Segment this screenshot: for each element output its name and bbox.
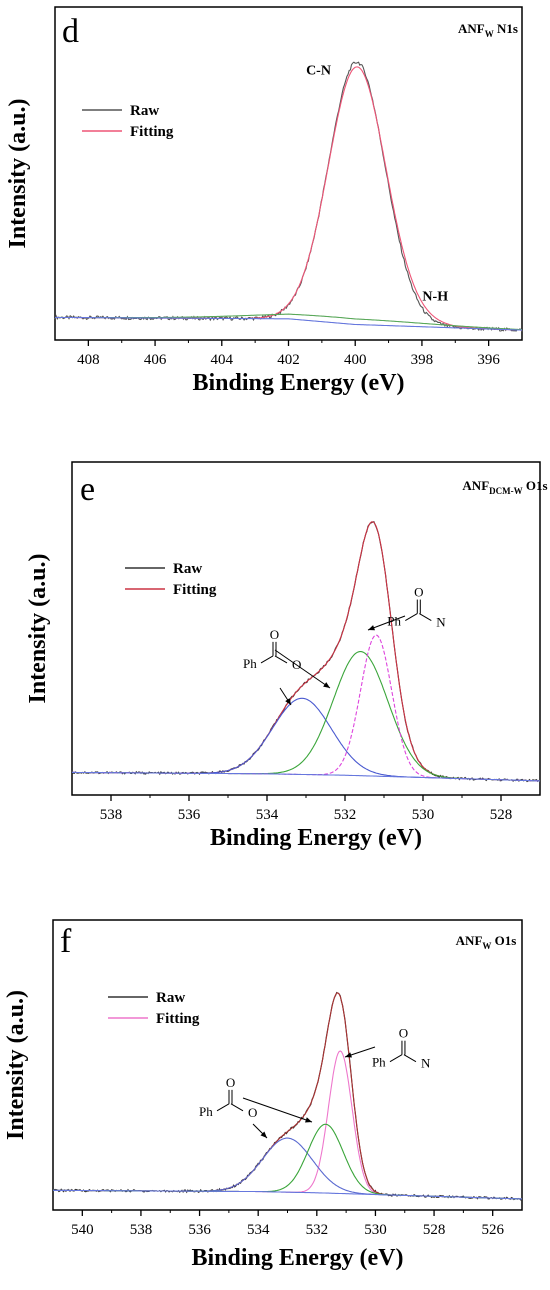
- chart-panel-e: 538 536 534 532 530 528 Binding Energy (eV) Int…: [25, 461, 548, 851]
- annotation-arrows: [242, 615, 406, 1139]
- x-tick-label: 530: [412, 807, 435, 823]
- arrow-head: [285, 698, 291, 705]
- y-axis-label: Intensity (a.u.): [3, 990, 29, 1140]
- chem-oxygen: O: [270, 627, 279, 642]
- legend-label: Fitting: [156, 1011, 200, 1027]
- series-line-component-4: [72, 634, 540, 782]
- series-line-raw: [71, 521, 541, 783]
- x-tick-label: 528: [423, 1222, 446, 1238]
- chem-bond: [216, 1103, 230, 1112]
- x-tick-label: 404: [211, 352, 234, 368]
- chem-ph-label: Ph: [199, 1104, 213, 1119]
- legend-label: Raw: [173, 561, 202, 577]
- chem-atom-label: N: [421, 1056, 431, 1071]
- chem-bond: [405, 613, 418, 621]
- chem-bond: [403, 1054, 417, 1063]
- plot-frame: [71, 461, 541, 796]
- peak-annotation: C-N: [306, 64, 331, 79]
- series-line-fitting: [55, 66, 522, 331]
- series-line-component-4: [53, 1123, 522, 1200]
- chem-ph-label: Ph: [387, 614, 401, 629]
- arrow-head: [305, 1117, 312, 1123]
- x-tick-label: 538: [130, 1222, 153, 1238]
- x-tick-label: 528: [490, 807, 513, 823]
- series-line-raw: [54, 61, 523, 332]
- chem-structure-n: Ph ON: [387, 585, 446, 630]
- annotation-arrow: [242, 1097, 313, 1123]
- x-tick-label: 402: [277, 352, 300, 368]
- x-tick-label: 532: [334, 807, 357, 823]
- chem-bond: [260, 655, 274, 664]
- series-line-component-3: [53, 1137, 522, 1200]
- series-line-fitting: [72, 521, 540, 782]
- x-axis-label: Binding Energy (eV): [191, 1245, 403, 1271]
- legend-label: Fitting: [130, 124, 174, 140]
- annotation-arrow: [367, 615, 406, 631]
- x-tick-label: 536: [188, 1222, 211, 1238]
- x-tick-label: 406: [144, 352, 167, 368]
- chem-oxygen: O: [414, 585, 423, 600]
- series-line-raw: [53, 991, 523, 1201]
- series-line-component-5: [72, 771, 540, 782]
- series-line-component-5: [53, 1189, 522, 1200]
- panel-letter: f: [60, 923, 72, 960]
- x-tick-label: 534: [256, 807, 279, 823]
- chem-bond: [274, 655, 288, 664]
- x-tick-label: 396: [477, 352, 500, 368]
- x-axis-label: Binding Energy (eV): [210, 825, 422, 851]
- panel-letter: e: [80, 471, 95, 508]
- panel-title: ANFW N1s: [458, 21, 518, 39]
- arrow-head: [345, 1052, 352, 1058]
- panel-title: ANFW O1s: [456, 933, 517, 951]
- legend-label: Raw: [156, 990, 185, 1006]
- x-tick-label: 526: [481, 1222, 504, 1238]
- peak-annotation: N-H: [422, 289, 448, 304]
- chem-bond: [230, 1103, 244, 1112]
- x-tick-label: 532: [306, 1222, 329, 1238]
- panel-letter: d: [62, 13, 79, 50]
- series-line-component-2: [72, 697, 540, 782]
- series-line-component-3: [55, 316, 522, 331]
- arrow-head: [323, 682, 330, 688]
- chem-atom-label: N: [436, 615, 446, 630]
- panel-title: ANFDCM-W O1s: [462, 478, 547, 496]
- arrow-head: [260, 1131, 267, 1138]
- x-tick-label: 538: [100, 807, 123, 823]
- chart-panel-f: 540 538 536 534 532 530 528 526 Binding Energy (…: [3, 919, 523, 1271]
- x-tick-label: 530: [364, 1222, 387, 1238]
- chem-structure-n: Ph ON: [372, 1026, 431, 1071]
- chem-bond: [419, 613, 432, 621]
- x-tick-label: 400: [344, 352, 367, 368]
- plot-frame: [54, 6, 523, 341]
- y-axis-label: Intensity (a.u.): [5, 98, 31, 248]
- series-line-fitting: [53, 1050, 522, 1200]
- x-tick-label: 536: [178, 807, 201, 823]
- arrow-head: [368, 625, 375, 631]
- annotation-arrow: [274, 649, 331, 689]
- x-tick-label: 408: [77, 352, 100, 368]
- chem-ph-label: Ph: [243, 656, 257, 671]
- x-tick-label: 534: [247, 1222, 270, 1238]
- x-tick-label: 540: [71, 1222, 94, 1238]
- legend-label: Raw: [130, 103, 159, 119]
- chem-ph-label: Ph: [372, 1055, 386, 1070]
- chem-structure-o: Ph OO: [199, 1075, 257, 1120]
- y-axis-label: Intensity (a.u.): [25, 553, 51, 703]
- x-axis-label: Binding Energy (eV): [192, 370, 404, 396]
- plot-frame: [52, 919, 523, 1211]
- chart-panel-d: 408 406 404 402 400 398 396 Binding Energy (eV)…: [5, 6, 523, 396]
- series-line-component-2: [53, 992, 522, 1200]
- legend-label: Fitting: [173, 582, 217, 598]
- chem-bond: [389, 1054, 403, 1063]
- x-tick-label: 398: [411, 352, 434, 368]
- chem-atom-label: O: [248, 1105, 257, 1120]
- chem-oxygen: O: [226, 1075, 235, 1090]
- chem-oxygen: O: [399, 1026, 408, 1041]
